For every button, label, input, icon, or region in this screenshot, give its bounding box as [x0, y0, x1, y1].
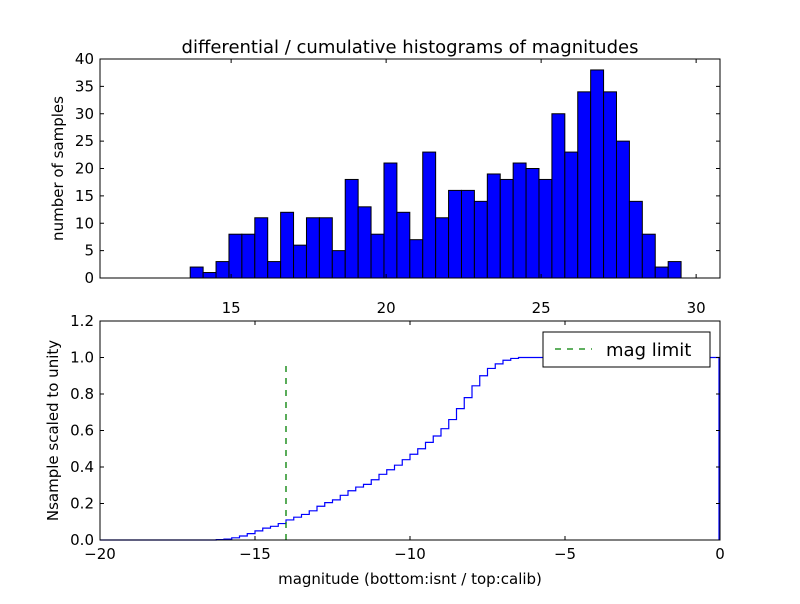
y-tick-label: 40: [75, 50, 94, 68]
x-tick-label: 20: [377, 299, 396, 317]
y-tick-label: 0.2: [70, 495, 94, 513]
histogram-bar: [409, 239, 424, 279]
histogram-bar: [525, 168, 540, 279]
y-tick-label: 0.4: [70, 458, 94, 476]
x-tick-label: −15: [239, 545, 271, 563]
histogram-bar: [202, 272, 217, 279]
x-tick-label: −20: [84, 545, 116, 563]
histogram-bar: [280, 211, 295, 279]
y-tick-label: 0.8: [70, 385, 94, 403]
x-tick-label: 30: [687, 299, 706, 317]
histogram-bar: [486, 173, 501, 279]
x-tick-label: 15: [222, 299, 241, 317]
y-tick-label: 35: [75, 77, 94, 95]
histogram-bar: [357, 206, 372, 279]
y-axis-label: Nsample scaled to unity: [44, 340, 62, 521]
histogram-bar: [538, 178, 553, 279]
y-tick-label: 5: [84, 242, 94, 260]
chart-title: differential / cumulative histograms of …: [182, 37, 639, 58]
histogram-bar: [331, 250, 346, 279]
histogram-bar: [254, 217, 269, 279]
y-tick-label: 10: [75, 214, 94, 232]
histogram-bar: [448, 189, 462, 279]
y-tick-label: 15: [75, 187, 94, 205]
histogram-bar: [641, 233, 656, 279]
histogram-bar: [318, 217, 333, 279]
histogram-bar: [499, 178, 514, 279]
y-tick-label: 0: [84, 269, 94, 287]
x-tick-label: −5: [554, 545, 576, 563]
histogram-bar: [628, 200, 643, 279]
histogram-bar: [512, 162, 527, 279]
histogram-bar: [654, 266, 669, 279]
histogram-bar: [603, 91, 617, 279]
x-tick-label: −10: [394, 545, 426, 563]
histogram-bar: [435, 217, 450, 279]
histogram-bar: [370, 233, 385, 279]
histogram-bar: [473, 200, 488, 279]
y-tick-label: 25: [75, 132, 94, 150]
histogram-bar: [551, 113, 566, 279]
y-tick-label: 1.0: [70, 349, 94, 367]
histogram-bar: [228, 233, 243, 279]
y-tick-label: 0.6: [70, 422, 94, 440]
histogram-bar: [667, 261, 682, 279]
histogram-bar: [344, 178, 359, 279]
y-tick-label: 0.0: [70, 531, 94, 549]
histogram-bar: [267, 261, 282, 279]
cumulative-step-line: [100, 356, 720, 541]
y-tick-label: 1.2: [70, 312, 94, 330]
histogram-bar: [215, 261, 230, 279]
histogram-bar: [293, 244, 307, 279]
histogram-bar: [564, 151, 579, 279]
histogram-bar: [305, 217, 320, 279]
histogram-bar: [396, 211, 411, 279]
histogram-bar: [590, 69, 605, 279]
histogram-bar: [189, 266, 204, 279]
histogram-bar: [383, 162, 398, 279]
y-axis-label: number of samples: [49, 96, 67, 241]
x-axis-label: magnitude (bottom:isnt / top:calib): [278, 570, 542, 588]
y-tick-label: 20: [75, 160, 94, 178]
histogram-bar: [460, 189, 475, 279]
histogram-bar: [615, 140, 630, 279]
x-tick-label: 0: [715, 545, 725, 563]
legend-label: mag limit: [606, 340, 691, 361]
histogram-bar: [241, 233, 256, 279]
y-tick-label: 30: [75, 105, 94, 123]
histogram-bar: [422, 151, 437, 279]
histogram-bar: [577, 91, 592, 279]
x-tick-label: 25: [532, 299, 551, 317]
